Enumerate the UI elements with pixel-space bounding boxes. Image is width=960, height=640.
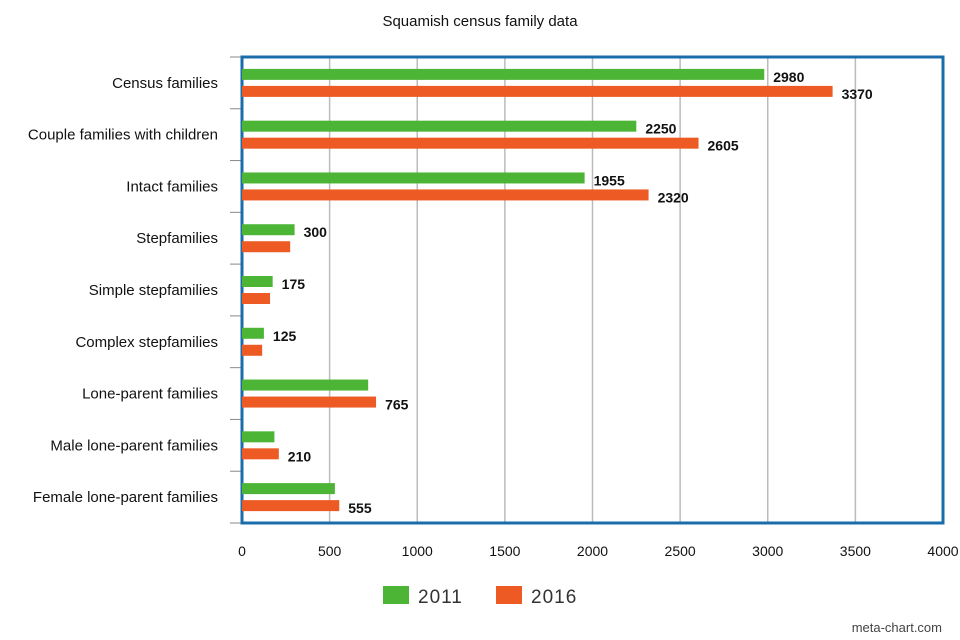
data-label: 3370: [842, 86, 873, 102]
x-tick-label: 0: [238, 543, 246, 559]
category-label: Lone-parent families: [82, 386, 218, 403]
legend-label: 2016: [531, 587, 577, 608]
bar-2016: [242, 344, 263, 356]
bar-2011: [242, 431, 275, 443]
bar-2016: [242, 396, 377, 408]
x-tick-label: 3000: [752, 543, 783, 559]
bar-2016: [242, 241, 291, 253]
bar-2011: [242, 68, 765, 80]
category-label: Female lone-parent families: [33, 489, 218, 506]
bar-2016: [242, 500, 340, 512]
data-label: 1955: [594, 172, 625, 188]
bar-2011: [242, 120, 637, 132]
data-labels: 2980 2250 1955 300 175 125 3370 2605 2320 765 210 5…: [273, 69, 873, 516]
legend-label: 2011: [418, 587, 463, 608]
data-label: 2980: [773, 69, 804, 85]
category-label: Couple families with children: [28, 127, 218, 144]
legend-swatch: [496, 586, 522, 604]
data-label: 765: [385, 397, 409, 413]
watermark: meta-chart.com: [852, 620, 942, 635]
category-label: Simple stepfamilies: [89, 282, 218, 299]
data-label: 125: [273, 328, 297, 344]
bars: [242, 68, 833, 512]
x-tick-label: 2000: [577, 543, 608, 559]
x-tick-label: 3500: [840, 543, 871, 559]
category-label: Census families: [112, 75, 218, 92]
grid-lines: [328, 57, 857, 523]
bar-2016: [242, 293, 271, 304]
x-tick-label: 4000: [927, 543, 958, 559]
bar-2011: [242, 172, 585, 184]
x-tick-label: 1500: [489, 543, 520, 559]
bar-2011: [242, 379, 369, 391]
x-tick-label: 1000: [402, 543, 433, 559]
bar-2016: [242, 448, 279, 460]
bar-2016: [242, 137, 699, 149]
category-label: Intact families: [126, 178, 218, 195]
axes: 0 500 1000 1500 2000 2500 3000 3500 4000 Census f…: [28, 55, 959, 559]
x-tick-label: 500: [318, 543, 342, 559]
data-label: 175: [282, 276, 306, 292]
legend-swatch: [383, 586, 409, 604]
bar-2016: [242, 85, 833, 97]
bar-2011: [242, 327, 264, 339]
data-label: 555: [348, 500, 372, 516]
data-label: 210: [288, 448, 312, 464]
bar-2011: [242, 276, 273, 287]
x-tick-label: 2500: [665, 543, 696, 559]
category-label: Complex stepfamilies: [75, 334, 218, 351]
plot-frame: [240, 55, 945, 525]
bar-2011: [242, 224, 295, 236]
bar-2011: [242, 483, 335, 495]
legend: 2011 2016: [383, 586, 577, 608]
bar-2016: [242, 189, 649, 201]
data-label: 300: [304, 224, 328, 240]
data-label: 2320: [658, 189, 689, 205]
category-label: Stepfamilies: [136, 230, 218, 247]
category-label: Male lone-parent families: [50, 437, 218, 454]
data-label: 2250: [645, 121, 676, 137]
data-label: 2605: [708, 138, 739, 154]
chart-title: Squamish census family data: [382, 13, 578, 30]
